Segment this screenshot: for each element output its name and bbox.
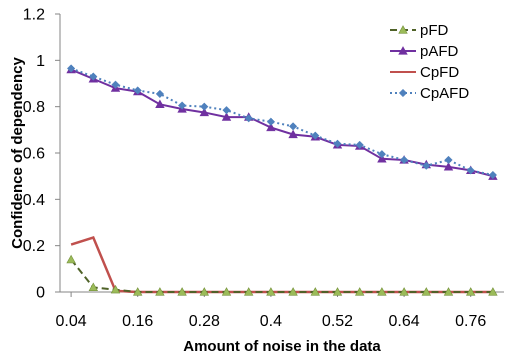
data-point-pAFD [199, 107, 210, 117]
y-ticks: 0 0.2 0.4 0.6 0.8 1 1.2 [23, 7, 60, 302]
data-point-pFD [266, 287, 276, 296]
y-tick-label: 0.6 [23, 146, 45, 163]
data-point-CpAFD [66, 64, 76, 73]
x-tick-label: 0.52 [322, 313, 353, 330]
series-pAFD [66, 64, 498, 180]
data-point-pFD [332, 287, 343, 296]
legend-marker-pAFD [398, 46, 408, 55]
x-ticks: 0.04 0.16 0.28 0.4 0.52 0.64 0.76 [56, 292, 486, 330]
x-tick-label: 0.16 [122, 313, 153, 330]
legend-item-pFD: pFD [390, 22, 449, 39]
data-point-pFD [110, 284, 121, 294]
series-line-pFD [70, 258, 493, 293]
x-tick-label: 0.04 [56, 313, 87, 330]
x-tick-label: 0.76 [455, 313, 486, 330]
data-point-CpAFD [444, 155, 453, 165]
y-tick-label: 0.8 [23, 99, 45, 116]
series-layer [66, 64, 498, 296]
data-point-CpAFD [89, 72, 98, 81]
x-tick-label: 0.4 [260, 313, 282, 330]
data-point-pFD [155, 287, 165, 296]
legend-item-pAFD: pAFD [390, 43, 459, 60]
data-point-pFD [488, 287, 498, 296]
y-tick-label: 0 [36, 285, 45, 302]
data-point-pAFD [266, 122, 276, 132]
x-tick-label: 0.64 [389, 313, 420, 330]
data-point-pFD [377, 287, 387, 296]
data-point-pAFD [443, 162, 454, 171]
y-tick-label: 0.4 [23, 192, 45, 209]
data-point-pFD [443, 287, 454, 296]
x-axis-label: Amount of noise in the data [183, 338, 381, 355]
data-point-pFD [88, 282, 99, 292]
data-point-CpAFD [355, 140, 364, 150]
data-point-CpAFD [111, 80, 120, 89]
data-point-pAFD [221, 112, 232, 121]
legend-marker-CpAFD [398, 88, 408, 98]
data-point-pFD [221, 287, 232, 296]
data-point-CpAFD [222, 105, 231, 115]
data-point-CpAFD [266, 117, 276, 126]
data-point-pFD [354, 287, 365, 296]
data-point-pFD [132, 287, 143, 296]
legend-label-pFD: pFD [420, 22, 449, 39]
data-point-CpAFD [177, 101, 187, 110]
data-point-CpAFD [377, 150, 387, 159]
data-point-pFD [421, 287, 432, 296]
data-point-pFD [66, 254, 76, 264]
data-point-pFD [243, 287, 254, 296]
data-point-CpAFD [333, 139, 342, 148]
legend-label-pAFD: pAFD [420, 43, 459, 60]
series-pFD [66, 254, 498, 296]
legend: pFD pAFD CpFD CpAFD [390, 22, 469, 102]
data-point-CpAFD [422, 161, 431, 170]
data-point-pFD [288, 287, 298, 296]
data-point-pFD [310, 287, 321, 296]
legend-label-CpAFD: CpAFD [420, 85, 469, 102]
data-point-CpAFD [488, 170, 498, 180]
data-point-CpAFD [311, 131, 320, 140]
legend-label-CpFD: CpFD [420, 64, 459, 81]
data-point-CpAFD [288, 122, 298, 131]
legend-item-CpAFD: CpAFD [390, 85, 469, 102]
data-point-CpAFD [133, 86, 142, 95]
data-point-pAFD [155, 99, 165, 109]
y-axis-label: Confidence of dependency [9, 57, 26, 249]
data-point-CpAFD [466, 166, 475, 175]
x-tick-label: 0.28 [189, 313, 220, 330]
series-line-CpFD [70, 236, 493, 294]
data-point-CpAFD [200, 102, 209, 111]
data-point-CpAFD [399, 155, 409, 165]
data-point-CpAFD [155, 89, 165, 99]
series-CpAFD [66, 64, 498, 180]
data-point-pAFD [288, 129, 298, 139]
legend-item-CpFD: CpFD [390, 64, 459, 81]
legend-marker-pFD [398, 25, 408, 34]
data-point-pFD [465, 287, 476, 296]
series-CpFD [70, 236, 493, 294]
data-point-pAFD [377, 153, 387, 163]
data-point-pFD [199, 287, 210, 296]
data-point-pFD [177, 287, 187, 296]
data-point-CpAFD [244, 114, 253, 123]
y-tick-label: 1 [36, 53, 45, 70]
y-tick-label: 1.2 [23, 7, 45, 24]
y-tick-label: 0.2 [23, 238, 45, 255]
data-point-pFD [399, 287, 409, 296]
